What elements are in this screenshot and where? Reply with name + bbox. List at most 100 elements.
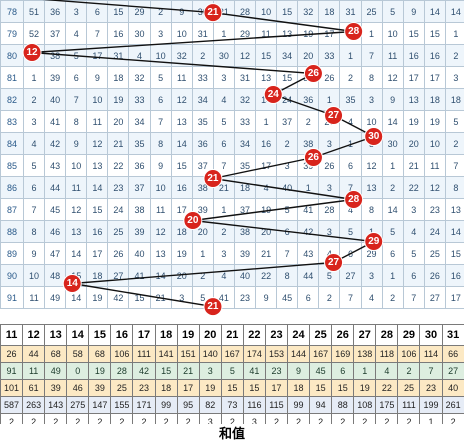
grid-cell: 15	[107, 0, 130, 23]
stats-cell: 95	[176, 396, 200, 414]
grid-cell: 9	[402, 0, 425, 23]
grid-cell: 13	[402, 88, 425, 111]
grid-cell: 36	[128, 154, 151, 177]
grid-cell: 11	[22, 286, 46, 309]
stats-cell: 7	[419, 362, 443, 380]
grid-cell: 14	[149, 264, 172, 287]
grid-row: 83 3 41 8 11 20 34 7 13 35 5 33 1 37 2 27 4 10 14 19 19 5	[0, 110, 464, 133]
grid-cell: 1	[22, 66, 46, 89]
grid-cell: 13	[170, 110, 193, 133]
grid-cell: 19	[86, 286, 109, 309]
grid-cell: 11	[149, 198, 172, 221]
grid-cell: 2	[381, 176, 404, 199]
grid-cell: 17	[86, 44, 109, 67]
stats-cell: 15	[309, 379, 333, 397]
grid-cell: 8	[276, 264, 299, 287]
grid-cell: 15	[86, 198, 109, 221]
grid-cell: 1	[297, 176, 320, 199]
grid-cell: 4	[255, 176, 278, 199]
stats-cell: 111	[132, 345, 156, 363]
grid-cell: 27	[339, 264, 362, 287]
grid-cell: 13	[360, 176, 383, 199]
stats-cell: 118	[375, 345, 399, 363]
grid-cell: 21	[212, 176, 235, 199]
grid-cell: 13	[149, 242, 172, 265]
grid-cell: 14	[423, 0, 446, 23]
grid-cell: 14	[86, 176, 109, 199]
grid-cell: 4	[318, 242, 341, 265]
stats-header-cell: 27	[353, 324, 377, 346]
grid-cell: 7	[444, 154, 464, 177]
grid-cell: 12	[381, 66, 404, 89]
stats-cell: 15	[331, 379, 355, 397]
grid-cell: 10	[423, 132, 446, 155]
grid-row: 91 11 49 14 19 42 15 21 3 5 41 23 9 45 6 2 7 4 2 7 27 17	[0, 286, 464, 309]
grid-cell: 17	[423, 66, 446, 89]
grid-cell: 10	[22, 264, 46, 287]
grid-cell: 32	[128, 66, 151, 89]
grid-cell: 17	[444, 286, 464, 309]
stats-cell: 6	[331, 362, 355, 380]
grid-cell: 20	[402, 132, 425, 155]
stats-header-cell: 23	[264, 324, 289, 346]
stats-cell: 116	[242, 396, 266, 414]
grid-cell: 52	[22, 22, 46, 45]
grid-row: 90 10 48 15 18 27 41 14 20 2 4 40 22 8 44 5 27 3 1 6 26 16	[0, 264, 464, 287]
row-number: 90	[0, 264, 24, 287]
stats-cell: 15	[220, 379, 244, 397]
grid-cell: 3	[212, 66, 235, 89]
grid-cell: 6	[339, 242, 362, 265]
grid-cell: 1	[381, 264, 404, 287]
grid-cell: 5	[22, 154, 46, 177]
grid-cell: 15	[170, 154, 193, 177]
grid-cell: 20	[107, 110, 130, 133]
grid-cell: 4	[22, 132, 46, 155]
grid-cell: 3	[402, 198, 425, 221]
grid-cell: 8	[65, 110, 88, 133]
grid-cell: 35	[233, 154, 257, 177]
grid-cell: 2	[444, 44, 464, 67]
grid-cell: 39	[128, 220, 151, 243]
stats-header-cell: 15	[88, 324, 112, 346]
grid-cell: 19	[402, 110, 425, 133]
row-number: 86	[0, 176, 24, 199]
grid-cell: 1	[360, 22, 383, 45]
grid-cell: 2	[191, 264, 214, 287]
grid-cell: 28	[318, 198, 341, 221]
grid-cell: 2	[381, 286, 404, 309]
stats-header-cell: 25	[309, 324, 333, 346]
stats-header-cell: 13	[44, 324, 68, 346]
grid-cell: 31	[233, 66, 257, 89]
stats-cell: 88	[331, 396, 355, 414]
stats-cell: 15	[154, 362, 178, 380]
grid-cell: 6	[402, 264, 425, 287]
stats-cell: 91	[0, 362, 24, 380]
grid-cell: 44	[297, 264, 320, 287]
grid-cell: 14	[255, 88, 278, 111]
grid-cell: 5	[444, 110, 464, 133]
stats-cell: 153	[264, 345, 289, 363]
grid-cell: 16	[170, 176, 193, 199]
grid-cell: 33	[128, 88, 151, 111]
grid-cell: 2	[339, 66, 362, 89]
grid-cell: 23	[233, 286, 257, 309]
grid-cell: 25	[360, 0, 383, 23]
grid-row: 84 4 42 9 12 21 35 8 14 36 6 34 16 2 38 3 1 5 30 20 10 2	[0, 132, 464, 155]
stats-header-cell: 24	[287, 324, 311, 346]
stats-cell: 25	[110, 379, 134, 397]
grid-cell: 10	[381, 22, 404, 45]
stats-cell: 45	[309, 362, 333, 380]
stats-cell: 111	[397, 396, 421, 414]
grid-cell: 12	[170, 88, 193, 111]
stats-cell: 25	[397, 379, 421, 397]
stats-cell: 114	[419, 345, 443, 363]
grid-cell: 42	[44, 132, 67, 155]
grid-cell: 15	[444, 242, 464, 265]
grid-cell: 9	[149, 154, 172, 177]
grid-cell: 49	[44, 286, 67, 309]
grid-cell: 2	[297, 110, 320, 133]
grid-cell: 32	[297, 0, 320, 23]
grid-cell: 48	[44, 264, 67, 287]
stats-header-cell: 18	[154, 324, 178, 346]
stats-cell: 169	[331, 345, 355, 363]
